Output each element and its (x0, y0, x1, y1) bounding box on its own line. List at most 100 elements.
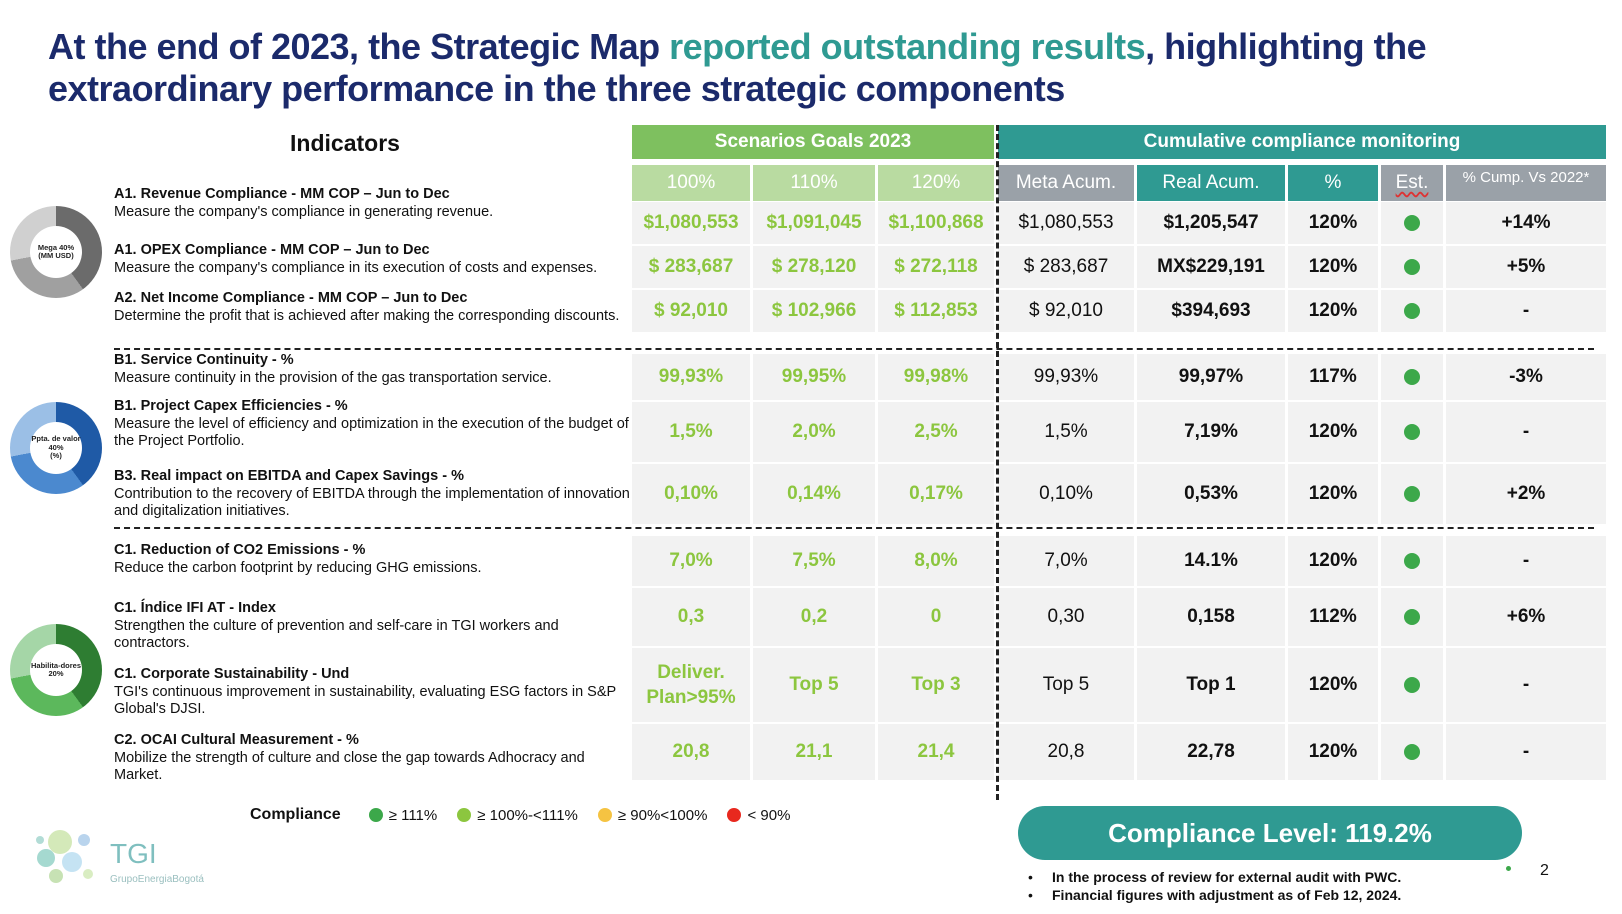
status-dot-cell (1381, 402, 1443, 462)
cell-background (998, 354, 1134, 400)
cell-meta: $ 92,010 (1029, 300, 1103, 321)
cell-s100: $1,080,553 (643, 212, 739, 233)
cell-background (1446, 354, 1606, 400)
status-dot-cell (1381, 354, 1443, 400)
cell-background (1137, 648, 1285, 722)
cell-real: MX$229,191 (1157, 256, 1265, 277)
cell-background (998, 536, 1134, 586)
cell-vs: +2% (1506, 483, 1546, 504)
indicators-header: Indicators (290, 130, 400, 156)
cell-s120: 2,5% (914, 421, 958, 442)
cell-background (1288, 464, 1378, 524)
col-header-vs: % Cump. Vs 2022* (1446, 165, 1606, 201)
cell-background (878, 536, 994, 586)
logo-bubbles-icon (36, 830, 93, 883)
compliance-level-badge: Compliance Level: 119.2% (1018, 806, 1522, 860)
cell-background (1137, 246, 1285, 288)
donut-a-center: Mega 40% (37, 242, 75, 252)
cell-vs: - (1522, 421, 1530, 442)
status-dot-icon (1404, 677, 1420, 693)
status-dot-icon (1404, 424, 1420, 440)
cell-real: 7,19% (1184, 421, 1238, 442)
legend-item: ≥ 90%<100% (597, 807, 707, 824)
cell-background (1137, 588, 1285, 646)
legend: Compliance ≥ 111% ≥ 100%-<111% ≥ 90%<100% <… (250, 806, 810, 824)
cell-s120: 0,17% (909, 483, 963, 504)
cell-meta: $ 283,687 (1023, 256, 1109, 277)
cell-background (753, 588, 875, 646)
divider-vertical (996, 125, 999, 800)
cell-background (998, 202, 1134, 244)
cumulative-header: Cumulative compliance monitoring (998, 125, 1606, 159)
divider-b-c (114, 527, 1594, 529)
cell-background (1288, 724, 1378, 780)
legend-text: < 90% (747, 806, 791, 824)
cell-background (998, 246, 1134, 288)
cell-real: 22,78 (1187, 741, 1235, 762)
cell-real: 14.1% (1184, 550, 1238, 571)
cell-background (1446, 290, 1606, 332)
cell-background (632, 464, 750, 524)
cell-pct: 120% (1308, 421, 1358, 442)
cell-pct: 120% (1308, 483, 1358, 504)
cell-pct: 120% (1308, 212, 1358, 233)
cell-background (998, 648, 1134, 722)
divider-a-b (114, 348, 1594, 350)
cell-vs: - (1522, 300, 1530, 321)
cell-background (878, 648, 994, 722)
indicator-description: Determine the profit that is achieved af… (114, 307, 620, 324)
indicator-item: A1. Revenue Compliance - MM COP – Jun to… (114, 186, 634, 221)
cell-meta: 0,30 (1047, 606, 1085, 627)
indicator-name: A1. Revenue Compliance - MM COP – Jun to… (114, 186, 450, 202)
cell-background (1446, 464, 1606, 524)
cell-background (1446, 724, 1606, 780)
indicator-name: B1. Project Capex Efficiencies - % (114, 398, 348, 414)
indicator-name: A2. Net Income Compliance - MM COP – Jun… (114, 290, 468, 306)
cell-background (1137, 464, 1285, 524)
cell-s110: $ 102,966 (771, 300, 857, 321)
cell-s120: 8,0% (914, 550, 958, 571)
legend-dot-icon (457, 808, 472, 822)
cell-s120: $ 112,853 (894, 300, 978, 321)
col-header-110: 110% (753, 165, 875, 201)
status-dot-icon (1404, 303, 1420, 319)
cell-background (753, 354, 875, 400)
logo: TGI GrupoEnergiaBogotá (30, 818, 230, 898)
title-part2: , highlighting the extraordinary perform… (48, 26, 1427, 109)
legend-item: < 90% (727, 807, 790, 824)
cell-meta: 0,10% (1039, 483, 1093, 504)
cell-background (753, 464, 875, 524)
indicator-name: C1. Reduction of CO2 Emissions - % (114, 542, 366, 558)
cell-background (1288, 536, 1378, 586)
cell-s100: Deliver. Plan>95% (646, 662, 736, 708)
cell-background (998, 464, 1134, 524)
page-dot (1506, 866, 1511, 871)
cell-s110: 21,1 (795, 741, 833, 762)
indicator-name: C1. Corporate Sustainability - Und (114, 666, 350, 682)
cell-s100: $ 92,010 (654, 300, 728, 321)
cell-background (632, 402, 750, 462)
cell-vs: +5% (1506, 256, 1546, 277)
page-title: At the end of 2023, the Strategic Map re… (48, 26, 1548, 110)
legend-item: ≥ 111% (368, 807, 437, 824)
legend-label: Compliance (250, 806, 341, 823)
cell-vs: - (1522, 674, 1530, 695)
cell-s100: $ 283,687 (648, 256, 734, 277)
cell-background (878, 588, 994, 646)
cell-pct: 120% (1308, 674, 1358, 695)
cell-background (632, 724, 750, 780)
cell-background (632, 648, 750, 722)
status-dot-icon (1404, 609, 1420, 625)
cell-meta: $1,080,553 (1018, 212, 1114, 233)
cell-real: Top 1 (1186, 674, 1236, 695)
cell-background (998, 588, 1134, 646)
cell-background (1446, 202, 1606, 244)
legend-text: ≥ 100%-<111% (477, 806, 578, 824)
cell-s100: 20,8 (672, 741, 710, 762)
cell-s100: 0,3 (677, 606, 705, 627)
cell-pct: 120% (1308, 741, 1358, 762)
cell-background (1137, 536, 1285, 586)
status-dot-cell (1381, 290, 1443, 332)
cell-s110: 0,2 (800, 606, 828, 627)
